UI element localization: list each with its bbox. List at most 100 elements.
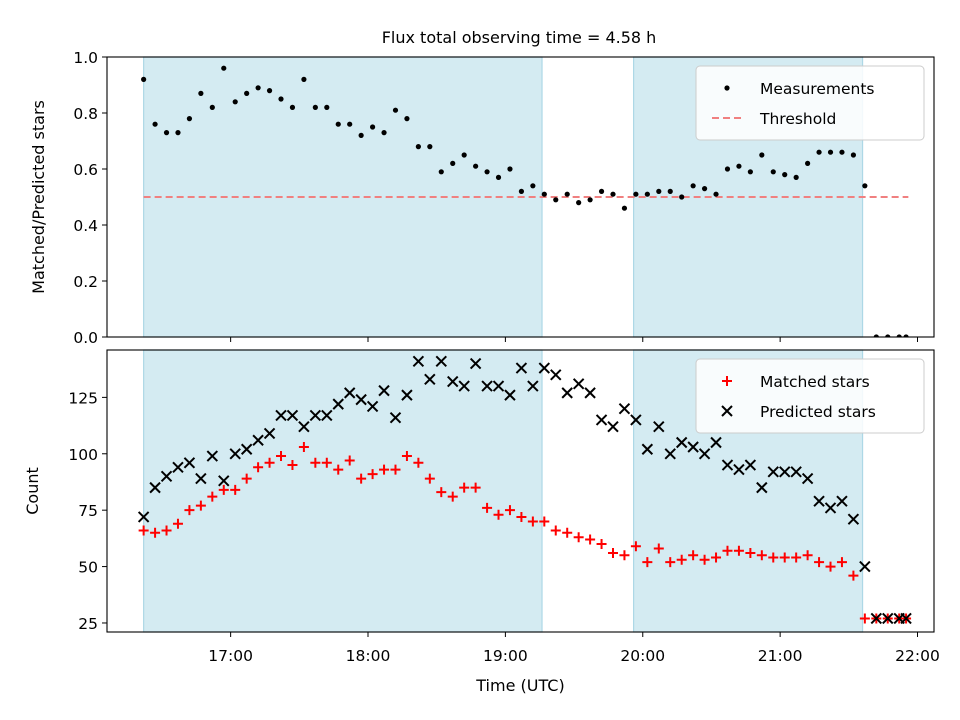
legend-label: Matched stars	[760, 373, 870, 391]
measurements-point	[724, 166, 731, 172]
predicted-stars-point	[607, 420, 619, 433]
measurements-point	[530, 183, 536, 189]
measurements-point	[381, 130, 387, 136]
predicted-stars-point	[767, 466, 779, 478]
predicted-stars-point	[836, 495, 848, 507]
matched-stars-point	[241, 473, 252, 484]
y-tick-label: 125	[68, 389, 98, 407]
figure-title: Flux total observing time = 4.58 h	[382, 28, 657, 47]
measurements-point	[255, 85, 261, 91]
predicted-stars-point	[618, 402, 631, 415]
predicted-stars-point	[447, 375, 459, 388]
predicted-stars-point	[137, 511, 150, 523]
measurements-point	[221, 65, 227, 71]
measurements-point	[553, 197, 559, 203]
matched-stars-point	[459, 482, 470, 493]
predicted-stars-point	[435, 355, 447, 367]
measurements-point	[209, 104, 215, 110]
predicted-stars-point	[389, 411, 402, 424]
predicted-stars-point	[572, 378, 585, 390]
measurements-point	[335, 121, 341, 127]
matched-stars-point	[230, 484, 241, 495]
x-tick-label: 21:00	[758, 647, 803, 665]
predicted-stars-point	[275, 409, 287, 422]
matched-stars-point	[482, 502, 493, 513]
predicted-stars-point	[492, 380, 505, 392]
predicted-stars-point	[527, 380, 539, 392]
matched-stars-point	[676, 554, 687, 565]
matched-stars-point	[562, 527, 573, 538]
predicted-stars-point	[859, 560, 871, 573]
predicted-stars-point	[149, 481, 161, 494]
measurements-point	[576, 200, 582, 206]
matched-stars-point	[333, 464, 344, 475]
y-tick-label: 0.4	[73, 217, 98, 235]
predicted-stars-point	[744, 459, 757, 471]
matched-stars-point	[859, 613, 870, 624]
measurements-point	[713, 191, 719, 197]
matched-stars-point	[596, 539, 607, 550]
matched-stars-point	[848, 570, 859, 581]
measurements-point	[701, 186, 708, 192]
matched-stars-point	[607, 548, 618, 559]
x-tick-label: 22:00	[895, 647, 940, 665]
measurements-point	[450, 160, 456, 166]
measurements-point	[347, 121, 353, 127]
matched-stars-point	[367, 469, 378, 480]
matched-stars-point	[768, 552, 779, 563]
count-panel: 25 50 75 100 125 17:00 18:00 19:00 20:00 21:00 22:…	[23, 349, 940, 695]
legend-label: Measurements	[760, 80, 875, 98]
measurements-point	[301, 76, 307, 82]
matched-stars-point	[276, 451, 287, 462]
matched-stars-point	[379, 464, 390, 475]
matched-stars-point	[218, 484, 229, 495]
predicted-stars-point	[550, 369, 562, 381]
measurements-point	[312, 104, 318, 110]
predicted-stars-point	[298, 420, 310, 433]
matched-stars-point	[550, 525, 561, 536]
legend: Matched stars Predicted stars	[695, 358, 925, 434]
legend-box	[695, 358, 925, 434]
predicted-stars-point	[515, 362, 528, 374]
measurements-point	[747, 169, 753, 175]
x-tick-label: 18:00	[346, 647, 391, 665]
predicted-stars-point	[343, 387, 356, 399]
predicted-stars-point	[321, 409, 333, 422]
predicted-stars-point	[561, 387, 573, 399]
matched-stars-point	[195, 500, 206, 511]
predicted-stars-point	[252, 434, 264, 446]
measurements-point	[358, 132, 364, 138]
measurements-point	[587, 197, 593, 203]
matched-stars-point	[791, 552, 802, 563]
measurements-point	[244, 90, 250, 96]
matched-stars-point	[619, 550, 630, 561]
measurements-point	[839, 149, 845, 155]
legend: Measurements Threshold	[695, 65, 925, 141]
predicted-stars-point	[538, 362, 551, 374]
predicted-stars-point	[698, 448, 711, 460]
matched-stars-point	[825, 561, 836, 572]
y-tick-label: 1.0	[73, 49, 98, 67]
measurements-point	[163, 130, 170, 136]
matched-stars-point	[390, 464, 401, 475]
measurements-point	[644, 191, 650, 197]
shaded-region-1	[143, 349, 543, 633]
predicted-stars-point	[790, 466, 802, 478]
matched-stars-point	[264, 457, 275, 468]
y-tick-label: 75	[78, 502, 98, 520]
matched-stars-point	[756, 550, 767, 561]
predicted-stars-point	[664, 448, 676, 460]
matched-stars-point	[585, 534, 596, 545]
matched-stars-point	[184, 505, 195, 516]
measurements-point	[415, 144, 421, 150]
measurements-point	[175, 130, 181, 136]
predicted-stars-point	[469, 357, 482, 370]
legend-marker	[724, 85, 730, 91]
predicted-stars-point	[240, 443, 253, 455]
predicted-stars-point	[813, 495, 825, 507]
measurements-point	[289, 104, 296, 110]
predicted-stars-point	[378, 384, 390, 397]
matched-stars-point	[665, 557, 676, 568]
measurements-point	[656, 188, 662, 194]
